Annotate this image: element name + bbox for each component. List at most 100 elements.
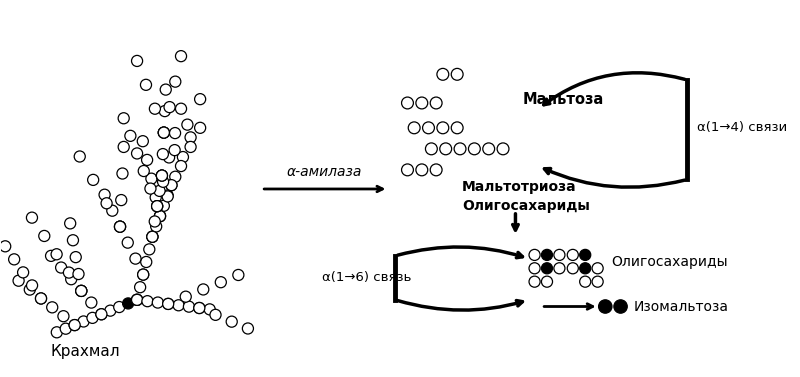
Circle shape — [529, 263, 540, 274]
Circle shape — [151, 201, 162, 212]
Circle shape — [529, 276, 540, 287]
Circle shape — [198, 284, 209, 295]
Circle shape — [402, 97, 414, 109]
Circle shape — [99, 189, 110, 200]
Circle shape — [138, 136, 148, 147]
Circle shape — [437, 122, 449, 134]
Circle shape — [24, 284, 35, 295]
Circle shape — [580, 276, 590, 287]
Circle shape — [162, 190, 173, 201]
Circle shape — [88, 174, 98, 185]
Circle shape — [159, 106, 170, 116]
Circle shape — [147, 231, 158, 242]
Circle shape — [422, 122, 434, 134]
Circle shape — [156, 170, 167, 181]
Circle shape — [46, 250, 57, 261]
Circle shape — [60, 323, 71, 334]
Circle shape — [170, 76, 181, 87]
Circle shape — [542, 263, 553, 274]
Circle shape — [125, 130, 136, 141]
Circle shape — [194, 302, 205, 314]
Circle shape — [226, 316, 238, 327]
Circle shape — [454, 143, 466, 155]
Circle shape — [101, 198, 112, 209]
Circle shape — [158, 149, 169, 159]
Circle shape — [106, 205, 118, 216]
Circle shape — [0, 241, 10, 252]
Circle shape — [131, 294, 142, 305]
Circle shape — [451, 68, 463, 80]
Circle shape — [242, 323, 254, 334]
Circle shape — [114, 221, 126, 232]
Circle shape — [118, 141, 130, 152]
Circle shape — [114, 221, 126, 232]
Circle shape — [166, 179, 177, 191]
Circle shape — [76, 285, 87, 296]
Circle shape — [13, 275, 24, 286]
Circle shape — [154, 211, 166, 222]
Circle shape — [194, 122, 206, 133]
Circle shape — [164, 101, 175, 113]
Circle shape — [542, 249, 553, 261]
Circle shape — [76, 285, 87, 296]
Circle shape — [116, 195, 126, 205]
Circle shape — [182, 119, 193, 130]
Circle shape — [194, 93, 206, 105]
Circle shape — [580, 249, 590, 261]
Circle shape — [469, 143, 480, 155]
Circle shape — [145, 183, 156, 194]
Circle shape — [35, 293, 46, 304]
Circle shape — [169, 144, 180, 156]
Circle shape — [131, 294, 142, 305]
Circle shape — [38, 230, 50, 242]
Circle shape — [154, 211, 166, 222]
Circle shape — [78, 316, 89, 327]
Circle shape — [74, 151, 86, 162]
Circle shape — [156, 170, 167, 181]
Circle shape — [69, 320, 80, 331]
Circle shape — [175, 103, 186, 114]
Circle shape — [65, 218, 76, 229]
Circle shape — [160, 84, 171, 95]
Circle shape — [158, 200, 170, 211]
Circle shape — [138, 269, 149, 280]
Circle shape — [175, 161, 186, 172]
Circle shape — [147, 231, 158, 242]
Circle shape — [138, 166, 150, 176]
Circle shape — [51, 249, 62, 260]
Circle shape — [26, 212, 38, 223]
Circle shape — [150, 192, 162, 203]
Circle shape — [158, 176, 169, 187]
Circle shape — [147, 231, 158, 242]
Circle shape — [138, 269, 149, 280]
Circle shape — [122, 298, 134, 309]
Circle shape — [175, 51, 186, 62]
Circle shape — [426, 143, 438, 155]
Circle shape — [408, 122, 420, 134]
Circle shape — [592, 263, 603, 274]
Circle shape — [105, 305, 116, 316]
Circle shape — [114, 302, 125, 313]
Circle shape — [194, 302, 205, 314]
Circle shape — [66, 274, 77, 285]
Circle shape — [170, 171, 181, 182]
Circle shape — [430, 164, 442, 176]
Circle shape — [55, 262, 66, 273]
Circle shape — [180, 291, 191, 302]
Circle shape — [482, 143, 494, 155]
Circle shape — [46, 302, 58, 313]
Circle shape — [150, 216, 160, 227]
Circle shape — [614, 300, 627, 313]
Circle shape — [96, 309, 107, 320]
Circle shape — [122, 237, 134, 248]
Circle shape — [141, 256, 152, 268]
Circle shape — [131, 148, 142, 159]
Circle shape — [76, 285, 87, 296]
Circle shape — [162, 191, 173, 202]
Circle shape — [58, 311, 69, 322]
Circle shape — [451, 122, 463, 134]
Circle shape — [151, 201, 162, 212]
Circle shape — [233, 270, 244, 280]
Circle shape — [87, 312, 98, 323]
Circle shape — [146, 173, 157, 184]
